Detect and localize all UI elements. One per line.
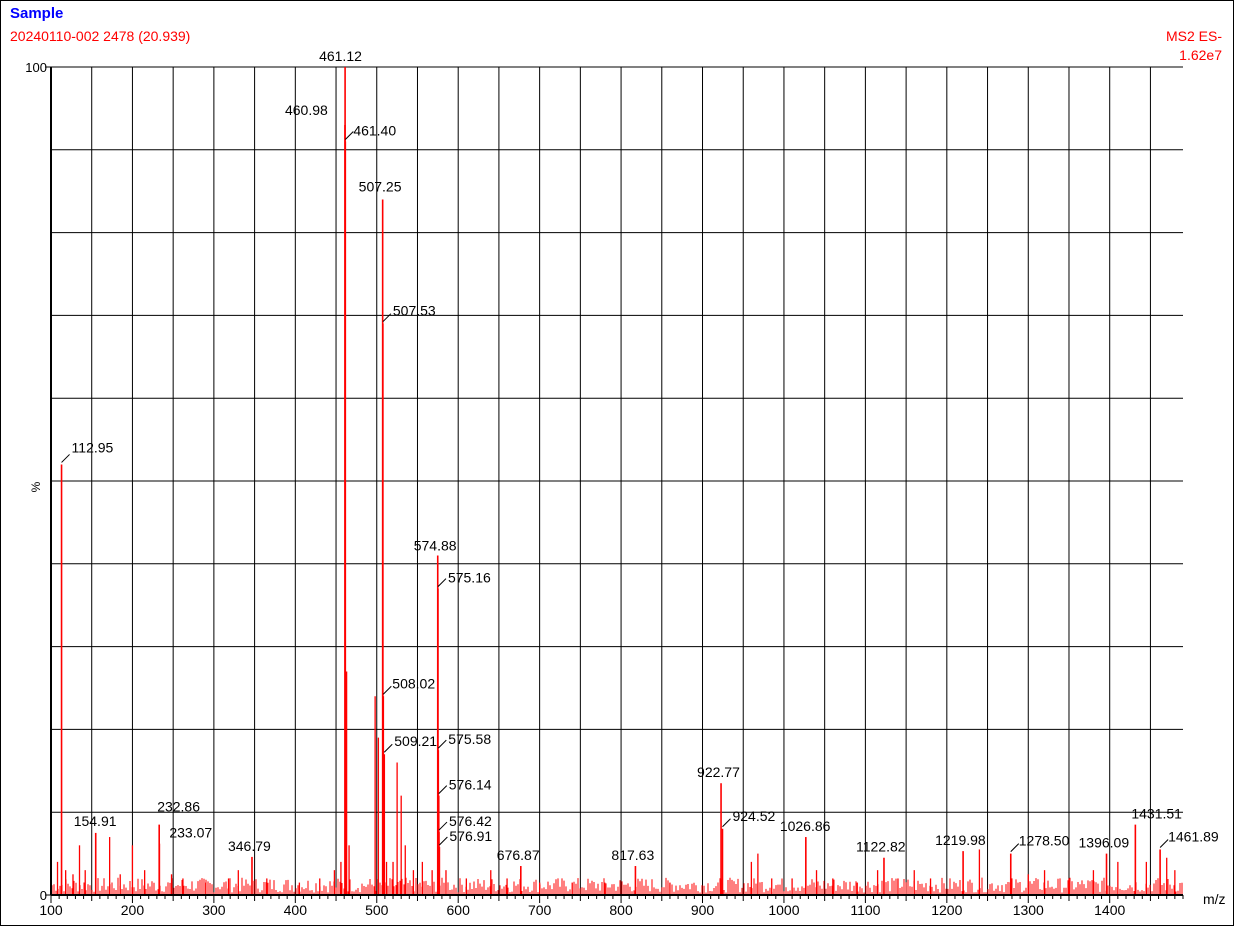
peak-label: 507.25 [359, 178, 402, 194]
peak-label-leader [1010, 843, 1020, 852]
x-tick-label: 100 [39, 902, 63, 918]
peak-label: 232.86 [157, 799, 200, 815]
peak-label: 461.12 [319, 48, 362, 64]
peak-label-leader [383, 743, 393, 753]
x-tick-label: 200 [121, 902, 145, 918]
peak-label-leader [344, 131, 354, 140]
x-axis-label: m/z [1203, 891, 1226, 907]
peak-label-leader [437, 578, 447, 587]
run-label: 20240110-002 2478 (20.939) [10, 28, 191, 44]
x-tick-label: 600 [447, 902, 471, 918]
x-tick-label: 800 [609, 902, 633, 918]
x-tick-label: 700 [528, 902, 552, 918]
peak-label: 1396.09 [1079, 835, 1130, 851]
x-tick-label: 900 [691, 902, 715, 918]
peak-label-leader [382, 313, 392, 323]
x-tick-label: 300 [202, 902, 226, 918]
x-tick-label: 1400 [1094, 902, 1125, 918]
peak-label: 1278.50 [1019, 833, 1070, 849]
noise-baseline [51, 877, 1183, 895]
peak-label: 575.58 [448, 731, 491, 747]
peak-label-leader [382, 685, 392, 695]
axis-layer: 100 200 300 400 500 600 700 800 900 1000 1100 1200 1… [25, 60, 1184, 918]
peak-label: 1219.98 [935, 832, 986, 848]
peak-label: 575.16 [448, 570, 491, 586]
peak-label-leader [61, 454, 70, 463]
x-tick-label: 1100 [850, 902, 880, 918]
peak-label: 346.79 [228, 838, 271, 854]
peak-label: 574.88 [414, 538, 457, 554]
peak-label: 460.98 [285, 102, 328, 118]
peak-label: 1461.89 [1168, 828, 1219, 844]
peak-label-leader [1159, 839, 1169, 848]
peak-label: 576.14 [449, 777, 492, 793]
peak-label-leader [722, 818, 731, 828]
x-tick-label: 1300 [1013, 902, 1044, 918]
peak-label: 676.87 [497, 847, 540, 863]
y-tick-label: 100 [25, 60, 47, 75]
peak-label: 1026.86 [780, 818, 831, 834]
scan-mode-label: MS2 ES- [1165, 28, 1222, 44]
y-axis-label: % [29, 481, 43, 492]
sample-title: Sample [10, 5, 64, 22]
x-tick-label: 500 [365, 902, 389, 918]
x-tick-label: 1000 [768, 902, 799, 918]
peak-label-leader [438, 785, 448, 794]
peak-label-leader [438, 821, 448, 831]
grid-layer [50, 66, 1183, 895]
x-tick-label: 400 [284, 902, 308, 918]
peak-label: 508.02 [392, 675, 435, 691]
peak-label: 112.95 [72, 439, 114, 455]
peak-label: 507.53 [393, 303, 436, 319]
peak-label: 817.63 [611, 847, 654, 863]
noise-baseline-layer [51, 877, 1183, 895]
peak-label: 461.40 [353, 123, 396, 139]
peak-label-leader [439, 836, 448, 846]
peak-label: 576.42 [449, 813, 492, 829]
peak-label: 922.77 [697, 764, 740, 780]
peak-label: 1122.82 [856, 839, 906, 855]
y-tick-label: 0 [40, 888, 47, 903]
max-intensity-label: 1.62e7 [1179, 47, 1222, 63]
peak-label-leader [437, 739, 447, 749]
peak-layer [56, 67, 1176, 895]
peak-label: 924.52 [732, 808, 775, 824]
peak-label: 576.91 [449, 828, 492, 844]
peak-label: 233.07 [169, 825, 212, 841]
x-tick-label: 1200 [931, 902, 962, 918]
peak-label-layer: 112.95 154.91 232.86 233.07 346.79 460.98 461.… [61, 48, 1219, 863]
peak-label: 1431.51 [1131, 806, 1182, 822]
peak-label: 509.21 [394, 733, 437, 749]
peak-label: 154.91 [74, 813, 117, 829]
